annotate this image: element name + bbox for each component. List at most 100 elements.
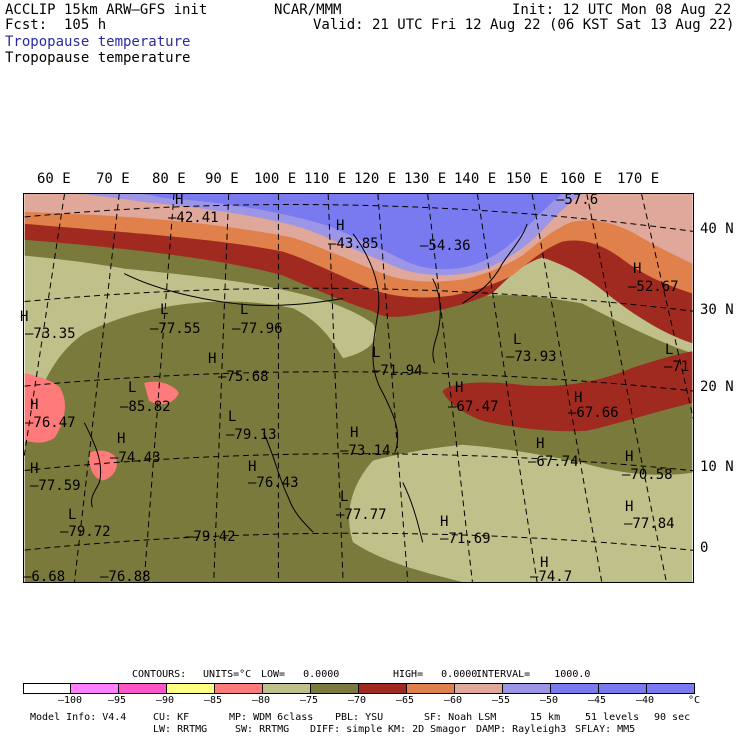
- center-value: –6.68: [23, 569, 66, 585]
- lon-label: 160 E: [560, 171, 603, 187]
- surface-layer-scheme: SFLAY: MM5: [575, 724, 636, 735]
- center-value: –85.82: [120, 399, 171, 415]
- center-value: –52.67: [628, 279, 679, 295]
- coastlines: [83, 223, 528, 543]
- pbl-scheme: PBL: YSU: [335, 712, 384, 723]
- coastline-philippines: [402, 482, 424, 543]
- tropopause-temperature-map: [23, 193, 694, 583]
- lon-label: 130 E: [404, 171, 447, 187]
- center-value: –67.66: [568, 405, 619, 421]
- high-marker: H: [350, 425, 359, 441]
- damping-scheme: DAMP: Rayleigh3: [476, 724, 567, 735]
- parallel-0: [24, 532, 693, 551]
- high-marker: H: [536, 436, 545, 452]
- graticule: [24, 194, 693, 582]
- high-marker: H: [633, 261, 642, 277]
- low-marker: L: [68, 507, 77, 523]
- colorbar-tick: –65: [396, 695, 415, 706]
- cumulus-scheme: CU: KF: [153, 712, 190, 723]
- colorbar-tick: –50: [540, 695, 559, 706]
- center-value: –77.77: [336, 507, 387, 523]
- colorbar-tick: –75: [300, 695, 319, 706]
- lat-label: 40 N: [700, 221, 734, 237]
- center-value: –75.68: [218, 369, 269, 385]
- organization: NCAR/MMM: [274, 2, 342, 18]
- center-value: –73.93: [506, 349, 557, 365]
- grid-resolution: 15 km: [530, 712, 561, 723]
- parallel-30n: [24, 287, 693, 312]
- parallel-20n: [24, 371, 693, 392]
- region-minus80-west: [24, 373, 65, 443]
- colorbar-tick: –60: [444, 695, 463, 706]
- high-marker: H: [455, 380, 464, 396]
- colorbar-bin: [454, 683, 503, 694]
- lon-label: 120 E: [354, 171, 397, 187]
- center-value: –77.55: [150, 321, 201, 337]
- colorbar-bin: [598, 683, 647, 694]
- meridian: [427, 194, 473, 582]
- diffusion-scheme: DIFF: simple: [310, 724, 383, 735]
- low-marker: L: [513, 332, 522, 348]
- high-marker: H: [175, 192, 184, 208]
- center-value: –76.43: [248, 475, 299, 491]
- colorbar-tick: –70: [348, 695, 367, 706]
- center-value: –73.14: [340, 443, 391, 459]
- meridian: [24, 194, 66, 461]
- model-title: ACCLIP 15km ARW–GFS init: [5, 2, 208, 18]
- parallel-10n: [24, 453, 693, 472]
- center-value: –71.69: [440, 531, 491, 547]
- meridian: [143, 194, 175, 582]
- meridian: [377, 194, 409, 582]
- high-marker: H: [117, 431, 126, 447]
- colorbar-unit: °C: [688, 695, 701, 706]
- lon-label: 150 E: [506, 171, 549, 187]
- lon-label: 140 E: [454, 171, 497, 187]
- coastline-korea: [432, 278, 441, 364]
- lon-label: 60 E: [37, 171, 71, 187]
- lon-label: 170 E: [617, 171, 660, 187]
- center-value: –70.58: [622, 467, 673, 483]
- colorbar-bin: [166, 683, 215, 694]
- high-marker: H: [540, 555, 549, 571]
- colorbar-tick: –85: [204, 695, 223, 706]
- coastline-india: [83, 422, 102, 508]
- region-minus80-patch2: [144, 381, 179, 405]
- high-marker: H: [625, 449, 634, 465]
- lon-label: 70 E: [96, 171, 130, 187]
- low-marker: L: [340, 489, 349, 505]
- low-marker: L: [372, 345, 381, 361]
- lon-label: 90 E: [205, 171, 239, 187]
- center-value: –77.59: [30, 478, 81, 494]
- lat-label: 20 N: [700, 379, 734, 395]
- center-value: –76.47: [25, 415, 76, 431]
- field-title-2: Tropopause temperature: [5, 50, 191, 66]
- colorbar-tick: –80: [252, 695, 271, 706]
- high-marker: H: [20, 309, 29, 325]
- low-marker: L: [160, 302, 169, 318]
- center-value: –42.41: [168, 210, 219, 226]
- field-title-1: Tropopause temperature: [5, 34, 191, 50]
- center-value: –71.94: [372, 363, 423, 379]
- low-marker: L: [240, 302, 249, 318]
- meridian: [586, 194, 667, 582]
- time-step: 90 sec: [654, 712, 691, 723]
- coastline-china: [352, 233, 399, 453]
- surface-scheme: SF: Noah LSM: [424, 712, 497, 723]
- contour-label: CONTOURS:: [132, 669, 187, 680]
- center-value: –77.96: [232, 321, 283, 337]
- lon-label: 100 E: [254, 171, 297, 187]
- colorbar-bin: [406, 683, 455, 694]
- center-value: –57.6: [556, 192, 599, 208]
- colorbar-bin: [70, 683, 119, 694]
- colorbar-tick: –90: [156, 695, 175, 706]
- colorbar-tick: –45: [588, 695, 607, 706]
- high-marker: H: [625, 499, 634, 515]
- colorbar-bin: [550, 683, 599, 694]
- parallel-40n: [24, 204, 693, 232]
- contour-high: HIGH= 0.0000: [393, 669, 478, 680]
- shortwave-scheme: SW: RRTMG: [235, 724, 290, 735]
- center-value: –54.36: [420, 238, 471, 254]
- high-marker: H: [248, 459, 257, 475]
- colorbar-bin: [646, 683, 695, 694]
- km-scheme: KM: 2D Smagor: [388, 724, 467, 735]
